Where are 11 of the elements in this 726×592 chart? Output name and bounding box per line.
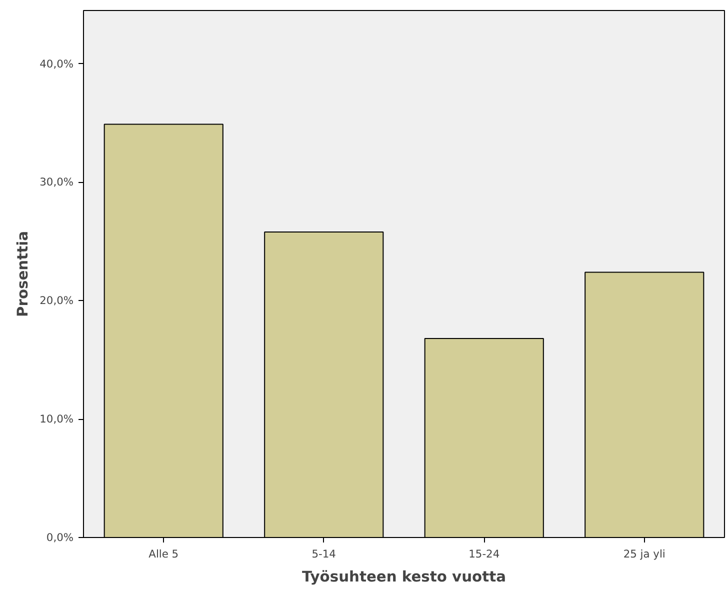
y-tick-label: 10,0% [40,412,74,426]
y-tick-label: 40,0% [40,57,74,70]
x-tick-label: 5-14 [312,548,336,560]
x-tick-label: 15-24 [468,548,500,560]
y-tick-label: 20,0% [40,294,74,308]
y-axis-title: Prosenttia [14,230,32,318]
y-tick-label: 30,0% [40,176,74,189]
x-axis-title: Työsuhteen kesto vuotta [302,568,506,586]
x-tick-label: Alle 5 [148,548,179,560]
x-tick-label: 25 ja yli [623,548,666,560]
y-tick-label: 0,0% [46,531,74,544]
